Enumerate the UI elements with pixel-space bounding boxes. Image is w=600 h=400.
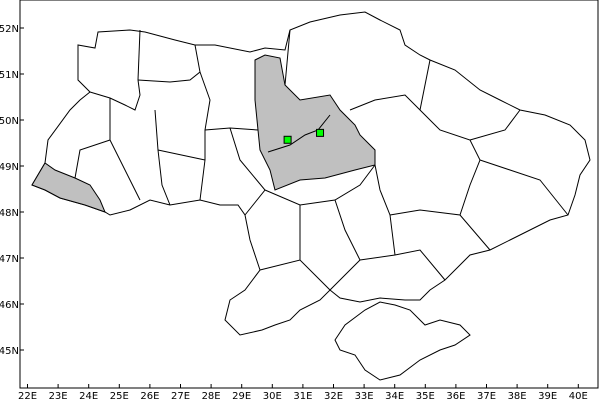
lon-tick-label: 33E: [355, 391, 374, 400]
lat-tick-label: 48N: [0, 208, 19, 219]
lon-tick-label: 24E: [79, 391, 98, 400]
lon-tick-label: 31E: [293, 391, 312, 400]
lon-tick-label: 40E: [569, 391, 588, 400]
oblast-border: [349, 94, 481, 216]
lon-tick-label: 22E: [18, 391, 37, 400]
oblast-border: [374, 164, 396, 256]
site-marker: [316, 128, 325, 137]
lon-tick-label: 29E: [232, 391, 251, 400]
lon-tick-label: 34E: [385, 391, 404, 400]
lon-tick-label: 28E: [202, 391, 221, 400]
lat-tick-label: 45N: [0, 346, 19, 357]
lon-tick-label: 38E: [508, 391, 527, 400]
oblast-border: [157, 149, 206, 161]
oblast-border: [359, 249, 446, 281]
oblast-border: [389, 209, 491, 251]
oblast-border: [329, 199, 361, 291]
oblast-border: [469, 109, 521, 141]
lon-tick-label: 26E: [140, 391, 159, 400]
lat-tick-label: 50N: [0, 116, 19, 127]
kyiv-city-border: [267, 114, 331, 153]
oblast-border: [89, 79, 141, 111]
lon-tick-label: 27E: [171, 391, 190, 400]
oblast-border: [259, 259, 331, 291]
oblast-border: [137, 44, 201, 83]
oblast-border: [229, 127, 266, 216]
lon-tick-label: 25E: [110, 391, 129, 400]
oblast-border: [479, 159, 569, 216]
oblast-border: [419, 59, 431, 111]
oblast-border: [109, 98, 141, 201]
lat-tick-label: 52N: [0, 24, 19, 35]
lat-tick-label: 49N: [0, 162, 19, 173]
oblast-border: [154, 109, 171, 206]
oblast-border: [284, 29, 291, 86]
kyiv-oblast-region: [254, 54, 376, 191]
lon-tick-label: 32E: [324, 391, 343, 400]
lon-tick-label: 37E: [477, 391, 496, 400]
lon-tick-label: 23E: [49, 391, 68, 400]
map-frame: [19, 0, 599, 389]
lat-tick-label: 51N: [0, 70, 19, 81]
crimea-region: [334, 301, 471, 381]
lon-tick-label: 36E: [446, 391, 465, 400]
lon-tick-label: 30E: [263, 391, 282, 400]
lon-tick-label: 35E: [416, 391, 435, 400]
oblast-border: [137, 29, 141, 81]
zakarpattia-region: [31, 162, 106, 213]
site-marker: [283, 135, 292, 144]
lat-tick-label: 46N: [0, 300, 19, 311]
oblast-border: [74, 139, 111, 179]
lon-tick-label: 39E: [538, 391, 557, 400]
lat-tick-label: 47N: [0, 254, 19, 265]
